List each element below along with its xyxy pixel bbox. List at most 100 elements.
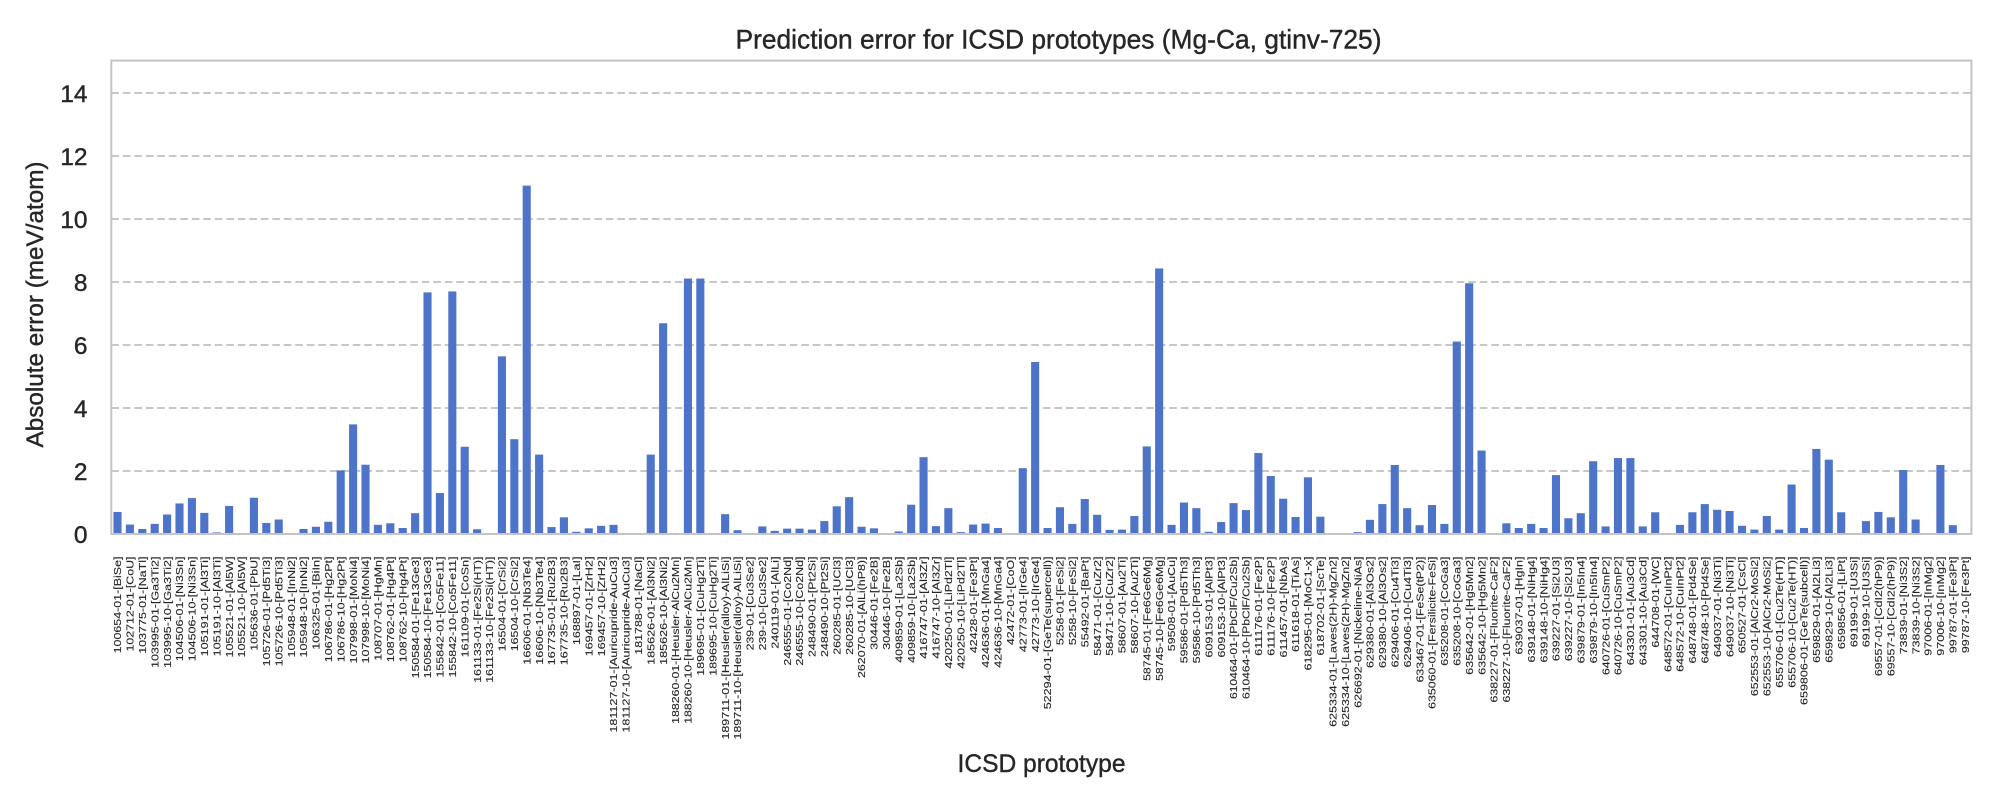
svg-text:246555-10-[Co2Nd]: 246555-10-[Co2Nd] — [794, 556, 806, 665]
svg-text:ICSD prototype: ICSD prototype — [958, 750, 1126, 778]
svg-text:240119-01-[AlLi]: 240119-01-[AlLi] — [769, 556, 781, 648]
svg-text:0: 0 — [74, 522, 88, 549]
svg-text:648572-01-[CuInPt2]: 648572-01-[CuInPt2] — [1662, 556, 1674, 671]
svg-text:638227-01-[Fluorite-CaF2]: 638227-01-[Fluorite-CaF2] — [1489, 556, 1501, 702]
svg-text:635208-01-[CoGa3]: 635208-01-[CoGa3] — [1439, 556, 1451, 665]
svg-text:629380-10-[Al3Os2]: 629380-10-[Al3Os2] — [1377, 556, 1389, 668]
svg-text:42428-01-[Fe3Pt]: 42428-01-[Fe3Pt] — [968, 556, 980, 653]
svg-text:181127-01-[Auricupride-AuCu3]: 181127-01-[Auricupride-AuCu3] — [608, 556, 620, 732]
svg-text:639227-01-[Si2U3]: 639227-01-[Si2U3] — [1551, 556, 1563, 661]
svg-text:58471-10-[CuZr2]: 58471-10-[CuZr2] — [1104, 556, 1116, 655]
svg-text:5258-01-[FeSi2]: 5258-01-[FeSi2] — [1055, 556, 1067, 645]
svg-text:639148-01-[NiHg4]: 639148-01-[NiHg4] — [1526, 556, 1538, 662]
svg-text:260285-10-[UCl3]: 260285-10-[UCl3] — [844, 556, 856, 654]
svg-text:659856-01-[LiPt]: 659856-01-[LiPt] — [1836, 556, 1848, 649]
svg-text:635060-01-[Fersilicite-FeSi]: 635060-01-[Fersilicite-FeSi] — [1427, 556, 1439, 708]
svg-text:73839-10-[Ni3S2]: 73839-10-[Ni3S2] — [1910, 556, 1922, 654]
svg-text:58607-01-[Au2Ti]: 58607-01-[Au2Ti] — [1117, 556, 1129, 653]
svg-text:161133-10-[Fe2Si(HT)]: 161133-10-[Fe2Si(HT)] — [484, 556, 496, 682]
svg-text:105191-01-[Al3Ti]: 105191-01-[Al3Ti] — [199, 556, 211, 656]
svg-text:262070-01-[AlLi(hP8)]: 262070-01-[AlLi(hP8)] — [856, 556, 868, 678]
svg-text:640726-10-[CuSmP2]: 640726-10-[CuSmP2] — [1613, 556, 1625, 675]
svg-text:58745-01-[Fe6Ge6Mg]: 58745-01-[Fe6Ge6Mg] — [1141, 556, 1153, 680]
svg-text:108762-10-[Hg4Pt]: 108762-10-[Hg4Pt] — [397, 556, 409, 662]
svg-text:58607-10-[Au2Ti]: 58607-10-[Au2Ti] — [1129, 556, 1141, 653]
svg-text:609153-01-[AlPt3]: 609153-01-[AlPt3] — [1203, 556, 1215, 657]
svg-text:649037-01-[Ni3Ti]: 649037-01-[Ni3Ti] — [1712, 556, 1724, 657]
svg-text:639037-01-[HgIn]: 639037-01-[HgIn] — [1513, 556, 1525, 654]
svg-text:69557-01-[CdI2(hP9)]: 69557-01-[CdI2(hP9)] — [1873, 556, 1885, 676]
svg-text:10: 10 — [60, 207, 87, 234]
svg-text:69199-01-[U3Si]: 69199-01-[U3Si] — [1848, 556, 1860, 647]
svg-text:610464-01-[PbClF/Cu2Sb]: 610464-01-[PbClF/Cu2Sb] — [1228, 556, 1240, 699]
svg-text:103995-10-[Ga3Ti2]: 103995-10-[Ga3Ti2] — [162, 556, 174, 668]
svg-text:611457-01-[NbAs]: 611457-01-[NbAs] — [1278, 556, 1290, 657]
svg-text:626692-01-[Nickeline-NiAs]: 626692-01-[Nickeline-NiAs] — [1352, 556, 1364, 707]
svg-text:638227-10-[Fluorite-CaF2]: 638227-10-[Fluorite-CaF2] — [1501, 556, 1513, 702]
svg-text:168897-01-[LaI]: 168897-01-[LaI] — [571, 556, 583, 645]
svg-text:659829-01-[Al2Li3]: 659829-01-[Al2Li3] — [1811, 556, 1823, 662]
svg-text:99787-10-[Fe3Pt]: 99787-10-[Fe3Pt] — [1960, 556, 1972, 653]
svg-text:107998-01-[MoNi4]: 107998-01-[MoNi4] — [348, 556, 360, 663]
svg-text:108762-01-[Hg4Pt]: 108762-01-[Hg4Pt] — [385, 556, 397, 662]
svg-text:169457-01-[ZrH2]: 169457-01-[ZrH2] — [583, 556, 595, 656]
svg-text:629406-10-[Cu4Ti3]: 629406-10-[Cu4Ti3] — [1402, 556, 1414, 667]
svg-text:416747-10-[Al3Zr]: 416747-10-[Al3Zr] — [931, 556, 943, 658]
svg-text:409859-10-[La2Sb]: 409859-10-[La2Sb] — [906, 556, 918, 662]
svg-text:150584-01-[Fe13Ge3]: 150584-01-[Fe13Ge3] — [410, 556, 422, 678]
svg-text:106786-01-[Hg2Pt]: 106786-01-[Hg2Pt] — [323, 556, 335, 662]
svg-text:625334-10-[Laves(2H)-MgZn2]: 625334-10-[Laves(2H)-MgZn2] — [1340, 556, 1352, 726]
svg-text:5258-10-[FeSi2]: 5258-10-[FeSi2] — [1067, 556, 1079, 645]
svg-text:58471-01-[CuZr2]: 58471-01-[CuZr2] — [1092, 556, 1104, 655]
svg-text:42472-01-[CoO]: 42472-01-[CoO] — [1005, 556, 1017, 645]
svg-text:100654-01-[BiSe]: 100654-01-[BiSe] — [112, 556, 124, 653]
svg-text:105726-10-[Pd5Ti3]: 105726-10-[Pd5Ti3] — [273, 556, 285, 666]
svg-text:30446-10-[Fe2B]: 30446-10-[Fe2B] — [881, 556, 893, 649]
svg-text:640726-01-[CuSmP2]: 640726-01-[CuSmP2] — [1600, 556, 1612, 675]
svg-text:150584-10-[Fe13Ge3]: 150584-10-[Fe13Ge3] — [422, 556, 434, 678]
svg-text:185626-01-[Al3Ni2]: 185626-01-[Al3Ni2] — [645, 556, 657, 664]
svg-text:55492-01-[BaPt]: 55492-01-[BaPt] — [1079, 556, 1091, 647]
svg-text:108707-01-[HgMn]: 108707-01-[HgMn] — [373, 556, 385, 660]
svg-text:648572-10-[CuInPt2]: 648572-10-[CuInPt2] — [1675, 556, 1687, 671]
svg-text:635208-10-[CoGa3]: 635208-10-[CoGa3] — [1451, 556, 1463, 665]
svg-text:69199-10-[U3Si]: 69199-10-[U3Si] — [1861, 556, 1873, 647]
svg-text:188260-10-[Heusler-AlCu2Mn]: 188260-10-[Heusler-AlCu2Mn] — [683, 556, 695, 723]
svg-text:59508-01-[AuCu]: 59508-01-[AuCu] — [1166, 556, 1178, 651]
svg-text:107998-10-[MoNi4]: 107998-10-[MoNi4] — [360, 556, 372, 663]
svg-text:12: 12 — [60, 144, 87, 171]
svg-text:105948-10-[InNi2]: 105948-10-[InNi2] — [298, 556, 310, 657]
svg-text:611618-01-[TiAs]: 611618-01-[TiAs] — [1290, 556, 1302, 652]
svg-text:639227-10-[Si2U3]: 639227-10-[Si2U3] — [1563, 556, 1575, 661]
svg-text:618295-01-[MoC1-x]: 618295-01-[MoC1-x] — [1303, 556, 1315, 670]
svg-text:650527-01-[CsCl]: 650527-01-[CsCl] — [1737, 556, 1749, 653]
svg-text:649037-10-[Ni3Ti]: 649037-10-[Ni3Ti] — [1724, 556, 1736, 657]
svg-text:416747-01-[Al3Zr]: 416747-01-[Al3Zr] — [918, 556, 930, 658]
svg-text:639879-10-[In5In4]: 639879-10-[In5In4] — [1588, 556, 1600, 663]
svg-text:189695-10-[CuHg2Ti]: 189695-10-[CuHg2Ti] — [707, 556, 719, 675]
svg-text:643301-01-[Au3Cd]: 643301-01-[Au3Cd] — [1625, 556, 1637, 665]
svg-text:104506-10-[Ni3Sn]: 104506-10-[Ni3Sn] — [187, 556, 199, 661]
svg-text:639148-10-[NiHg4]: 639148-10-[NiHg4] — [1538, 556, 1550, 662]
svg-text:248490-10-[Pt2Si]: 248490-10-[Pt2Si] — [819, 556, 831, 657]
svg-text:167735-01-[Ru2B3]: 167735-01-[Ru2B3] — [546, 556, 558, 665]
svg-text:169457-10-[ZrH2]: 169457-10-[ZrH2] — [596, 556, 608, 656]
svg-text:2: 2 — [74, 459, 88, 486]
svg-text:248490-01-[Pt2Si]: 248490-01-[Pt2Si] — [807, 556, 819, 657]
svg-text:16606-10-[Nb3Te4]: 16606-10-[Nb3Te4] — [534, 556, 546, 664]
svg-text:103995-01-[Ga3Ti2]: 103995-01-[Ga3Ti2] — [149, 556, 161, 668]
svg-text:42773-10-[IrGe4]: 42773-10-[IrGe4] — [1030, 556, 1042, 652]
svg-text:611176-01-[Fe2P]: 611176-01-[Fe2P] — [1253, 556, 1265, 655]
svg-text:420250-01-[LiPd2Tl]: 420250-01-[LiPd2Tl] — [943, 556, 955, 668]
svg-text:424636-10-[MnGa4]: 424636-10-[MnGa4] — [993, 556, 1005, 667]
svg-text:106325-01-[BiIn]: 106325-01-[BiIn] — [311, 556, 323, 649]
svg-text:652553-01-[AlCr2-MoSi2]: 652553-01-[AlCr2-MoSi2] — [1749, 556, 1761, 696]
svg-text:8: 8 — [74, 270, 88, 297]
svg-text:14: 14 — [60, 81, 87, 108]
svg-text:188260-01-[Heusler-AlCu2Mn]: 188260-01-[Heusler-AlCu2Mn] — [670, 556, 682, 723]
svg-text:59586-01-[Pd5Th3]: 59586-01-[Pd5Th3] — [1179, 556, 1191, 663]
svg-text:97006-01-[InMg2]: 97006-01-[InMg2] — [1923, 556, 1935, 655]
svg-text:629406-01-[Cu4Ti3]: 629406-01-[Cu4Ti3] — [1389, 556, 1401, 667]
svg-text:Absolute error (meV/atom): Absolute error (meV/atom) — [22, 162, 49, 448]
svg-text:611176-10-[Fe2P]: 611176-10-[Fe2P] — [1265, 556, 1277, 655]
